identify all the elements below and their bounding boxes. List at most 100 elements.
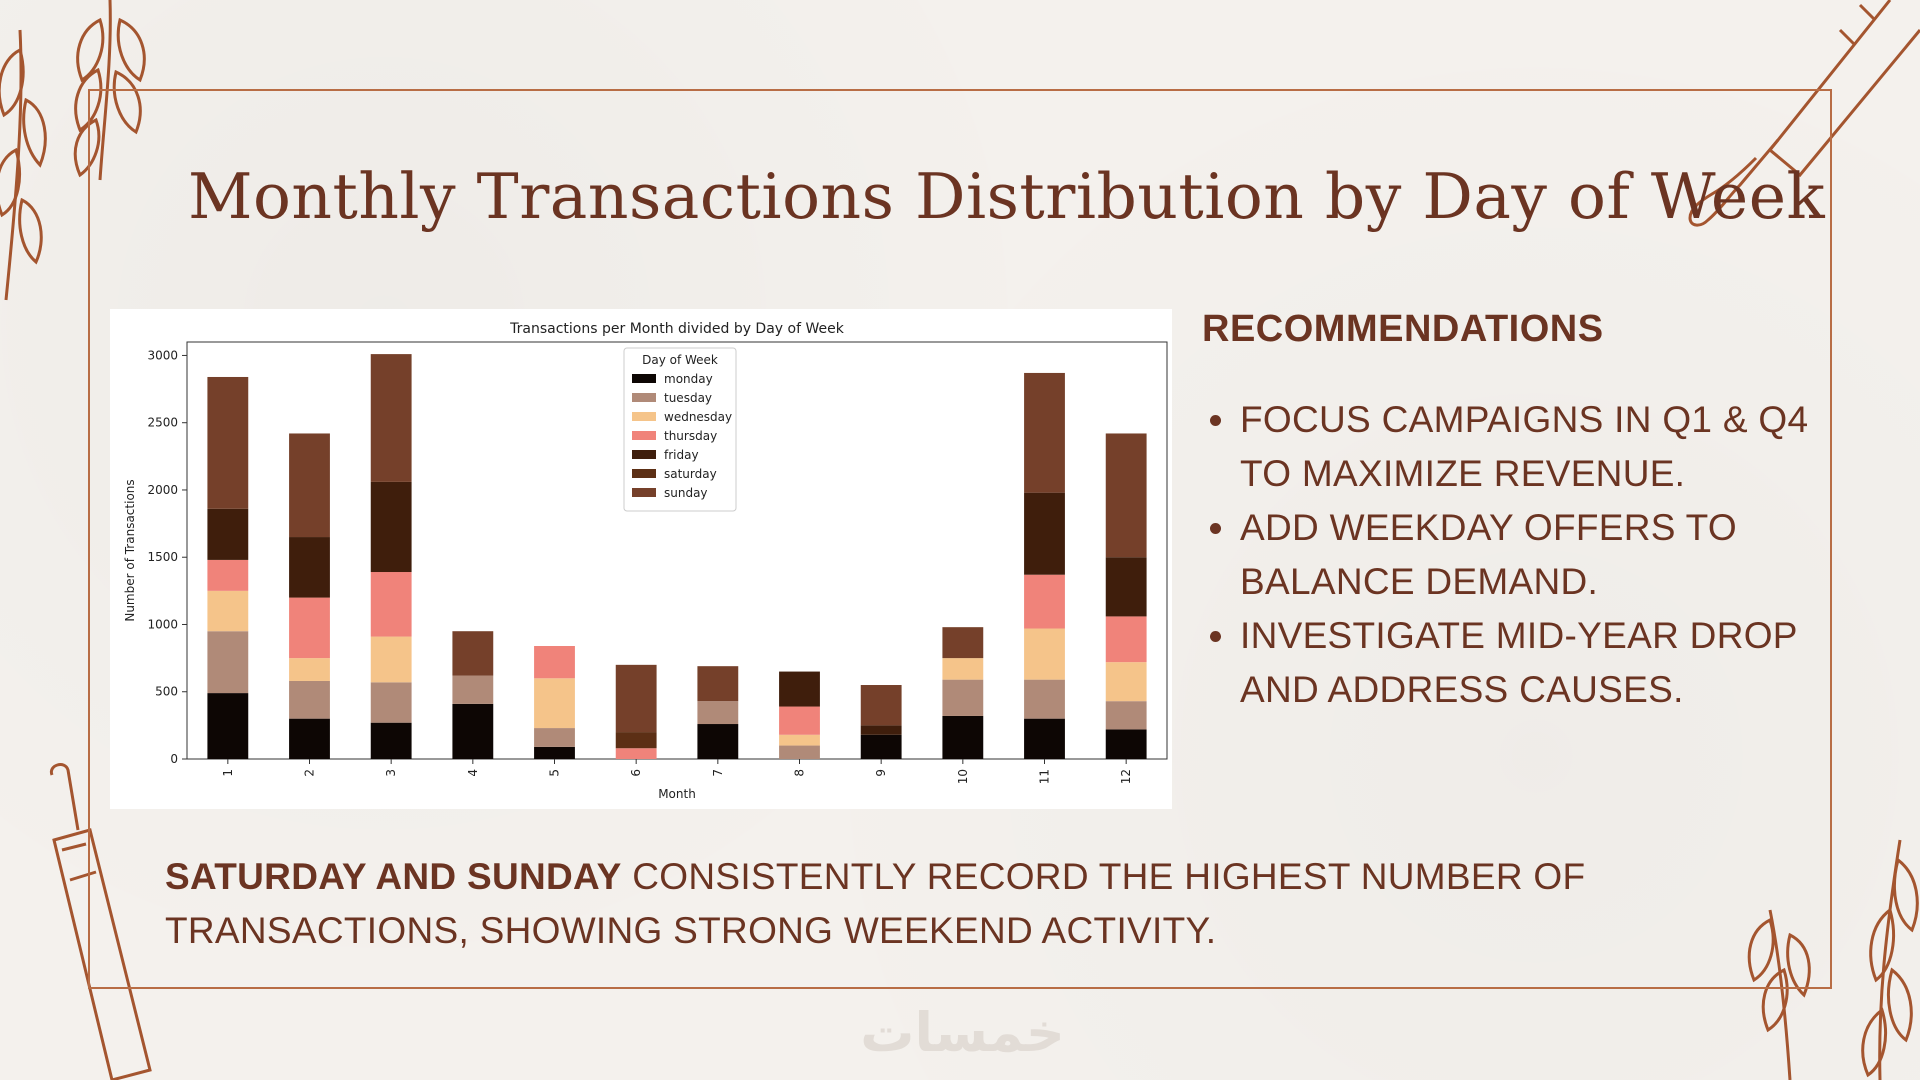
y-tick-label: 500 — [155, 685, 178, 699]
x-tick-label: 11 — [1038, 769, 1052, 784]
x-tick-label: 9 — [874, 769, 888, 777]
x-axis-label: Month — [658, 787, 696, 801]
bar-segment-friday — [370, 481, 412, 573]
bar-segment-thursday — [207, 559, 249, 591]
bar-segment-friday — [207, 508, 249, 560]
bar-segment-friday — [860, 725, 902, 735]
bar-segment-sunday — [207, 376, 249, 509]
recommendation-item: ADD WEEKDAY OFFERS TO BALANCE DEMAND. — [1202, 501, 1822, 609]
bar-segment-sunday — [860, 685, 902, 726]
legend-label-tuesday: tuesday — [664, 391, 712, 405]
bar-segment-wednesday — [289, 658, 330, 681]
legend-swatch-saturday — [632, 469, 656, 478]
bar-segment-tuesday — [370, 682, 412, 723]
bar-segment-monday — [452, 703, 494, 759]
bar-segment-monday — [697, 724, 739, 759]
x-tick-label: 3 — [384, 769, 398, 777]
y-tick-label: 2500 — [147, 416, 178, 430]
y-tick-label: 1000 — [147, 617, 178, 631]
bar-segment-friday — [289, 537, 330, 598]
bar-segment-monday — [370, 722, 412, 759]
y-tick-label: 0 — [170, 752, 178, 766]
bar-segment-sunday — [942, 627, 984, 659]
x-tick-label: 12 — [1119, 769, 1133, 784]
bullet-icon — [1210, 523, 1221, 534]
legend-swatch-monday — [632, 374, 656, 383]
y-axis-label: Number of Transactions — [123, 479, 137, 621]
bar-segment-friday — [779, 671, 820, 707]
bar-segment-monday — [534, 746, 575, 759]
legend-swatch-sunday — [632, 488, 656, 497]
recommendation-text: INVESTIGATE MID-YEAR DROP AND ADDRESS CA… — [1240, 615, 1798, 710]
watermark-logo: خمسات — [860, 1001, 1065, 1064]
legend-label-sunday: sunday — [664, 486, 708, 500]
bar-segment-sunday — [1105, 433, 1147, 558]
legend-swatch-wednesday — [632, 412, 656, 421]
legend-label-saturday: saturday — [664, 467, 717, 481]
recommendations-heading: RECOMMENDATIONS — [1202, 308, 1604, 350]
bar-segment-tuesday — [534, 728, 575, 747]
bar-segment-monday — [1024, 718, 1065, 759]
bar-segment-tuesday — [452, 675, 494, 704]
bar-segment-wednesday — [370, 636, 412, 683]
bar-segment-tuesday — [207, 631, 249, 694]
x-tick-label: 6 — [629, 769, 643, 777]
slide-title: Monthly Transactions Distribution by Day… — [188, 160, 1826, 233]
bar-segment-monday — [860, 734, 902, 759]
x-tick-label: 2 — [303, 769, 317, 777]
bar-segment-sunday — [615, 664, 657, 733]
summary-text: SATURDAY AND SUNDAY CONSISTENTLY RECORD … — [165, 850, 1725, 958]
legend-swatch-thursday — [632, 431, 656, 440]
legend-label-thursday: thursday — [664, 429, 717, 443]
y-tick-label: 3000 — [147, 348, 178, 362]
x-tick-label: 7 — [711, 769, 725, 777]
stacked-bar-chart: Transactions per Month divided by Day of… — [123, 321, 1168, 801]
bar-segment-wednesday — [942, 658, 984, 680]
bar-segment-sunday — [370, 354, 412, 482]
bar-segment-tuesday — [1024, 679, 1065, 719]
bar-segment-sunday — [1024, 372, 1065, 493]
bar-segment-wednesday — [1024, 628, 1065, 680]
legend-swatch-friday — [632, 450, 656, 459]
legend-label-wednesday: wednesday — [664, 410, 732, 424]
bar-segment-tuesday — [289, 680, 330, 719]
legend-label-friday: friday — [664, 448, 699, 462]
legend-title: Day of Week — [642, 353, 718, 367]
x-tick-label: 8 — [793, 769, 807, 777]
bar-segment-tuesday — [779, 745, 820, 759]
chart-title: Transactions per Month divided by Day of… — [509, 321, 845, 337]
bullet-icon — [1210, 631, 1221, 642]
bar-segment-saturday — [615, 732, 657, 749]
bar-segment-tuesday — [1105, 701, 1147, 730]
bullet-icon — [1210, 415, 1221, 426]
bar-segment-wednesday — [534, 678, 575, 729]
bar-segment-thursday — [1024, 574, 1065, 629]
recommendation-item: FOCUS CAMPAIGNS IN Q1 & Q4 TO MAXIMIZE R… — [1202, 393, 1822, 501]
x-tick-label: 1 — [221, 769, 235, 777]
recommendation-item: INVESTIGATE MID-YEAR DROP AND ADDRESS CA… — [1202, 609, 1822, 717]
summary-bold: SATURDAY AND SUNDAY — [165, 856, 622, 897]
bar-segment-wednesday — [1105, 662, 1147, 702]
bar-segment-thursday — [779, 706, 820, 735]
wheat-ornament-top-left — [0, 0, 146, 301]
bar-segment-sunday — [452, 631, 494, 676]
recommendation-text: ADD WEEKDAY OFFERS TO BALANCE DEMAND. — [1240, 507, 1737, 602]
rolling-pin-bottom-left — [49, 763, 152, 1080]
bar-segment-thursday — [615, 748, 657, 759]
bar-segment-wednesday — [207, 590, 249, 632]
bar-segment-tuesday — [942, 679, 984, 716]
bar-segment-thursday — [534, 646, 575, 679]
legend-swatch-tuesday — [632, 393, 656, 402]
recommendations-list: FOCUS CAMPAIGNS IN Q1 & Q4 TO MAXIMIZE R… — [1202, 393, 1822, 717]
plot-area — [186, 341, 1168, 760]
bar-segment-monday — [289, 718, 330, 759]
legend-label-monday: monday — [664, 372, 713, 386]
bar-segment-wednesday — [779, 734, 820, 746]
bar-segment-sunday — [697, 666, 739, 702]
bar-segment-friday — [1024, 492, 1065, 575]
bar-segment-thursday — [370, 572, 412, 637]
x-tick-label: 4 — [466, 769, 480, 777]
bar-segment-thursday — [1105, 616, 1147, 663]
bar-segment-monday — [1105, 729, 1147, 759]
chart-panel: Transactions per Month divided by Day of… — [110, 309, 1172, 809]
